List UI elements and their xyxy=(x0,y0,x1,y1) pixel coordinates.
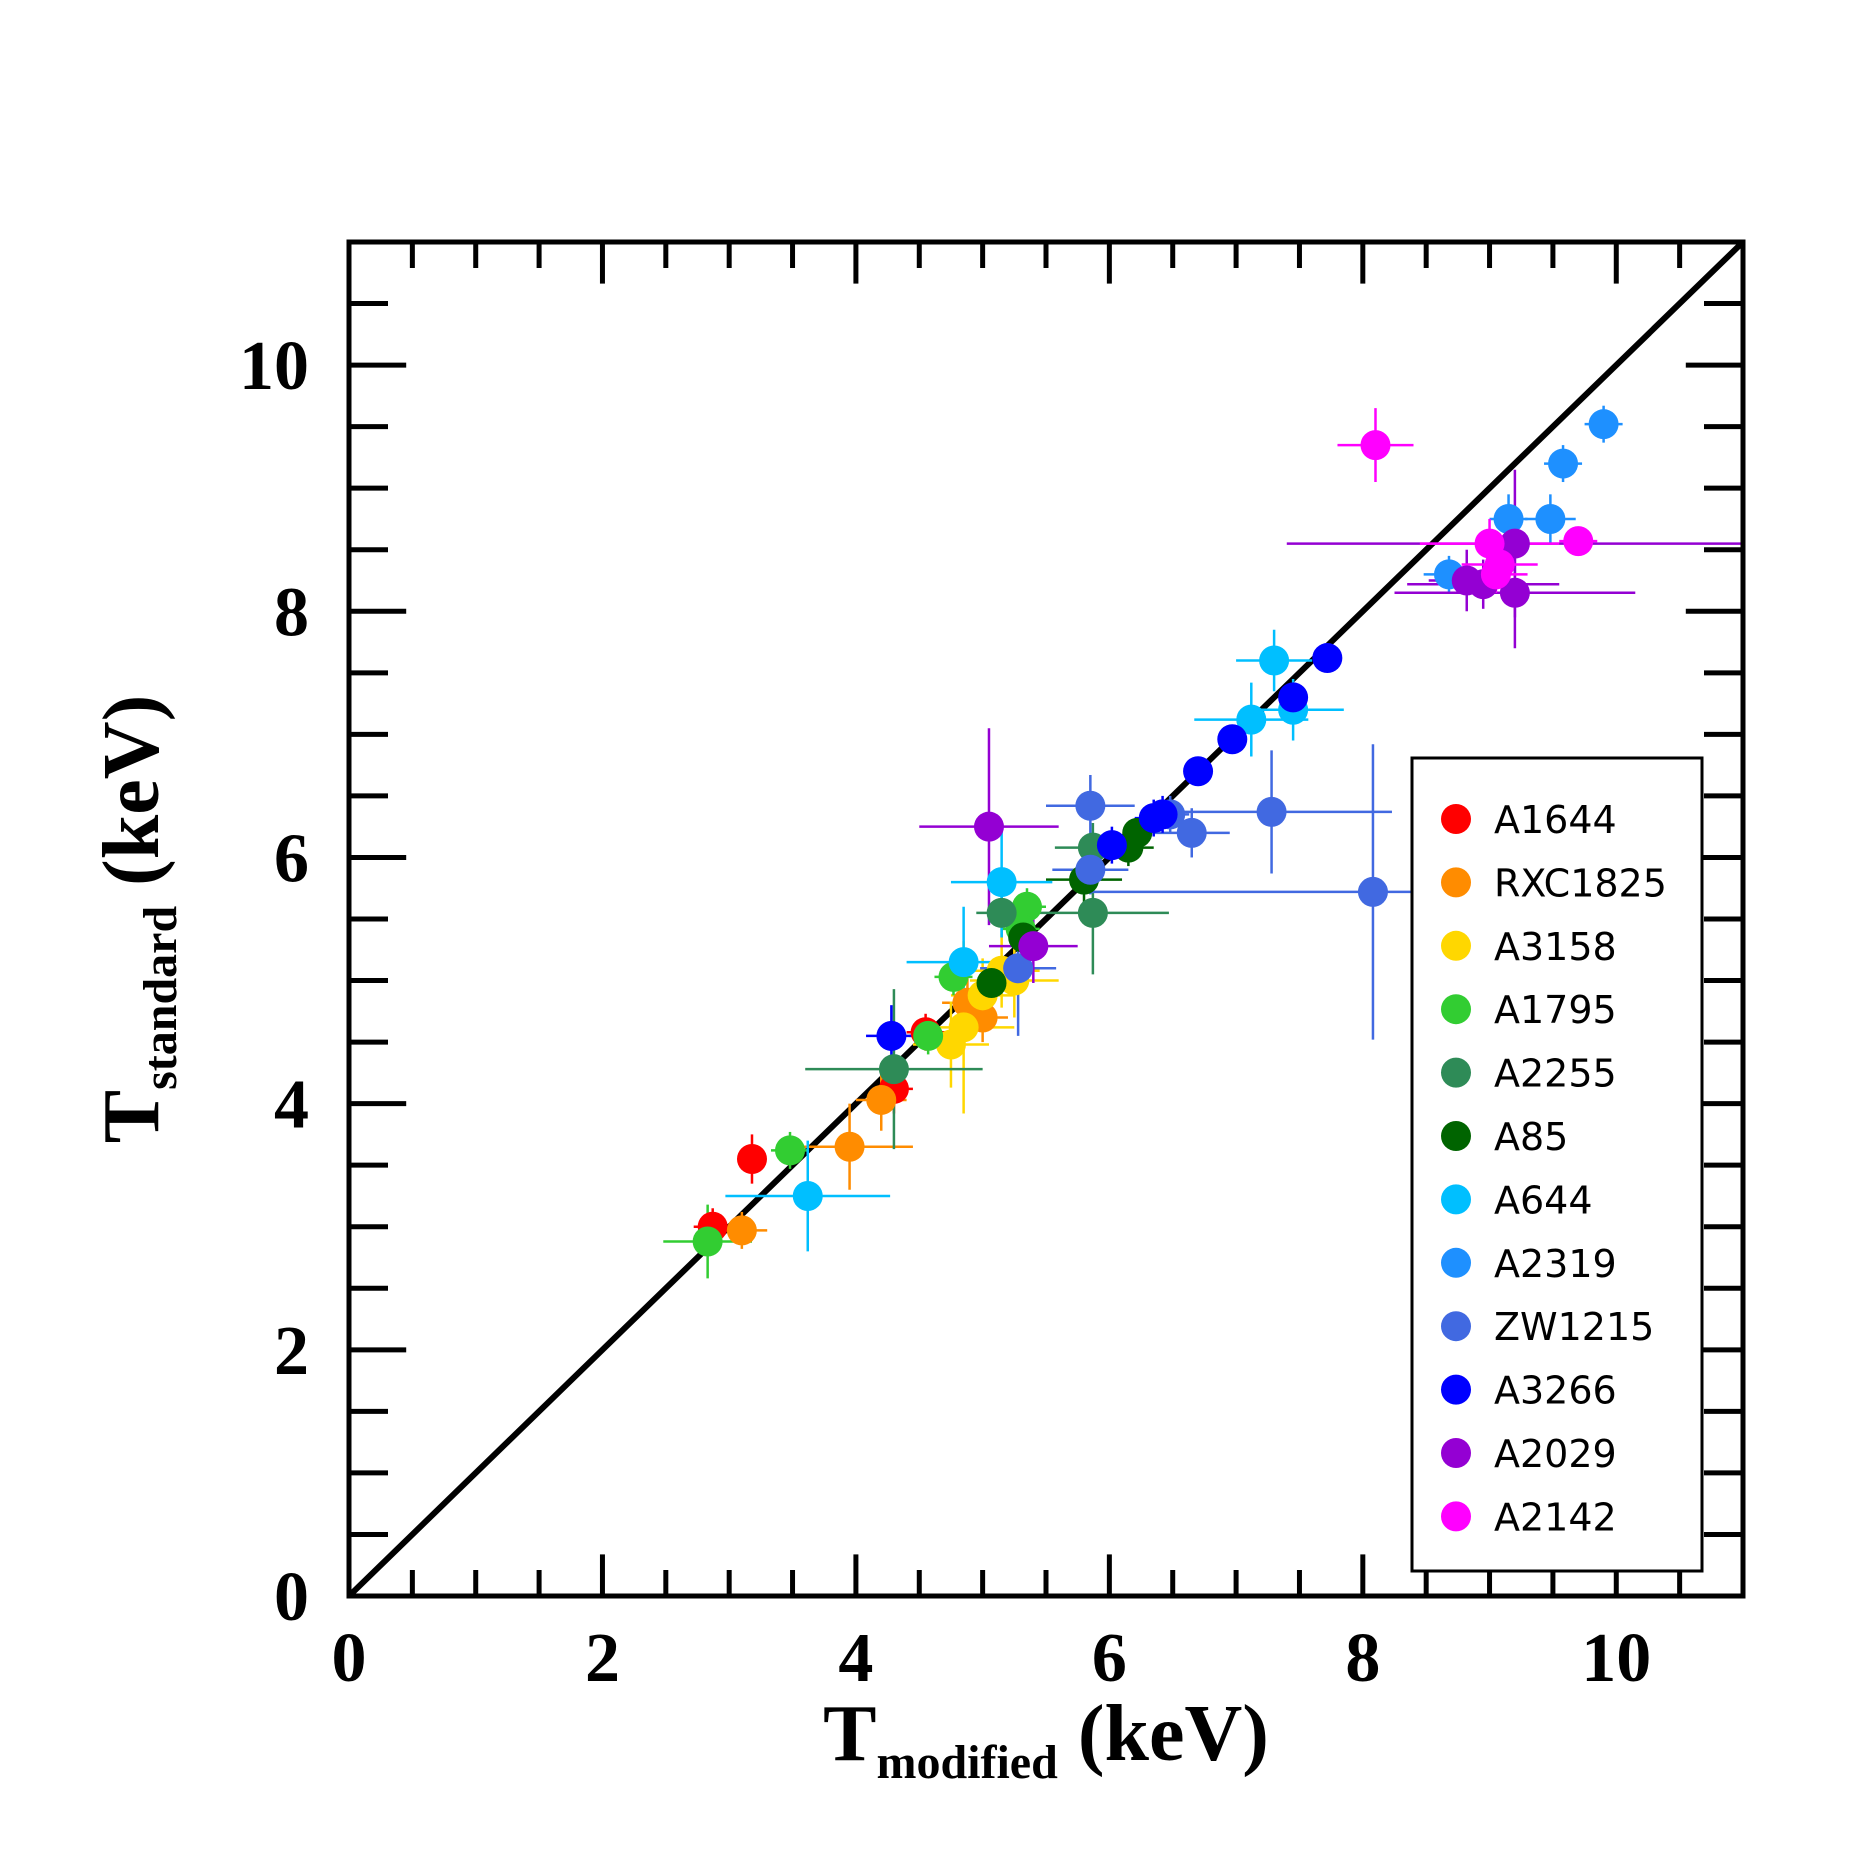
point-a3266 xyxy=(1183,756,1214,787)
y-tick-label: 2 xyxy=(274,1313,309,1390)
point-a644 xyxy=(1259,645,1290,676)
y-tick-label: 0 xyxy=(274,1559,309,1636)
legend-marker-zw1215 xyxy=(1441,1311,1471,1342)
x-tick-label: 8 xyxy=(1345,1620,1380,1697)
legend-label-a85: A85 xyxy=(1494,1115,1568,1159)
legend-label-a3266: A3266 xyxy=(1494,1369,1617,1413)
x-tick-label: 0 xyxy=(332,1620,367,1697)
point-a2029 xyxy=(1499,528,1530,559)
legend-marker-a3266 xyxy=(1441,1374,1471,1405)
point-zw1215 xyxy=(1075,854,1106,885)
point-a3266 xyxy=(1312,643,1343,674)
point-a3266 xyxy=(876,1020,907,1051)
point-a2029 xyxy=(973,811,1004,842)
reference-line-y-equals-x xyxy=(349,242,1743,1596)
point-a2029 xyxy=(1499,577,1530,608)
point-a3266 xyxy=(1147,799,1178,830)
point-zw1215 xyxy=(1256,796,1287,827)
legend-label-a2029: A2029 xyxy=(1494,1432,1617,1476)
legend-marker-rxc1825 xyxy=(1441,867,1471,898)
point-a2255 xyxy=(878,1054,909,1085)
point-a2319 xyxy=(1493,503,1524,534)
point-a3266 xyxy=(1217,724,1248,755)
legend: A1644 RXC1825 A3158 A1795 A2255 A85 A644 A2319 Z… xyxy=(1410,756,1704,1573)
legend-marker-a2029 xyxy=(1441,1438,1471,1468)
legend-marker-a2255 xyxy=(1441,1057,1471,1088)
point-a2142 xyxy=(1480,559,1511,590)
y-tick-label: 10 xyxy=(239,328,309,405)
legend-marker-a2319 xyxy=(1441,1247,1471,1278)
point-a1795 xyxy=(692,1226,723,1257)
point-rxc1825 xyxy=(834,1131,865,1162)
y-tick-label: 8 xyxy=(274,574,309,651)
legend-label-a2319: A2319 xyxy=(1494,1242,1617,1286)
x-tick-label: 10 xyxy=(1581,1620,1651,1697)
legend-marker-a3158 xyxy=(1441,930,1471,961)
x-tick-label: 2 xyxy=(585,1620,620,1697)
point-a85 xyxy=(976,968,1007,999)
point-a2255 xyxy=(1077,897,1108,928)
y-axis-title: Tstandard (keV) xyxy=(88,695,187,1143)
y-tick-label: 6 xyxy=(274,820,309,897)
point-zw1215 xyxy=(1003,953,1034,984)
legend-marker-a85 xyxy=(1441,1121,1471,1151)
legend-marker-a644 xyxy=(1441,1184,1471,1215)
x-tick-label: 6 xyxy=(1092,1620,1127,1697)
legend-marker-a1644 xyxy=(1441,804,1471,834)
point-rxc1825 xyxy=(866,1084,897,1115)
point-a3158 xyxy=(948,1012,979,1043)
legend-label-a1644: A1644 xyxy=(1494,798,1617,842)
point-a2142 xyxy=(1563,526,1594,557)
legend-label-a3158: A3158 xyxy=(1494,925,1617,969)
point-a644 xyxy=(948,947,979,978)
point-a3266 xyxy=(1096,830,1127,861)
plot-area xyxy=(349,242,1743,1596)
point-a2029 xyxy=(1018,931,1049,962)
x-axis-title: Tmodified (keV) xyxy=(823,1690,1269,1789)
y-tick-label: 4 xyxy=(274,1067,309,1144)
point-a1795 xyxy=(913,1020,944,1051)
point-a1644 xyxy=(736,1144,767,1175)
point-a2255 xyxy=(986,897,1017,928)
point-a2142 xyxy=(1360,430,1391,461)
data-points xyxy=(692,409,1619,1257)
point-a644 xyxy=(1236,704,1267,735)
legend-items: A1644 RXC1825 A3158 A1795 A2255 A85 A644 A2319 Z… xyxy=(1441,798,1667,1539)
point-zw1215 xyxy=(1075,790,1106,821)
point-a644 xyxy=(986,867,1017,898)
legend-label-a2142: A2142 xyxy=(1494,1495,1617,1539)
legend-marker-a2142 xyxy=(1441,1501,1471,1532)
point-a644 xyxy=(792,1180,823,1211)
axis-tick-labels: 0 2 4 6 8 10 0 2 4 6 8 10 xyxy=(239,328,1651,1697)
plot-frame xyxy=(346,239,1746,1599)
legend-label-a2255: A2255 xyxy=(1494,1052,1617,1096)
legend-label-zw1215: ZW1215 xyxy=(1494,1305,1654,1349)
point-a2319 xyxy=(1548,448,1579,479)
point-a3266 xyxy=(1278,682,1309,713)
point-a2319 xyxy=(1535,503,1566,534)
point-zw1215 xyxy=(1176,817,1207,848)
legend-label-rxc1825: RXC1825 xyxy=(1494,861,1667,905)
x-tick-label: 4 xyxy=(838,1620,873,1697)
point-zw1215 xyxy=(1357,876,1388,907)
point-rxc1825 xyxy=(726,1215,757,1246)
legend-label-a644: A644 xyxy=(1494,1178,1593,1222)
point-a2319 xyxy=(1588,409,1619,440)
legend-marker-a1795 xyxy=(1441,994,1471,1025)
point-a1795 xyxy=(775,1135,806,1166)
legend-label-a1795: A1795 xyxy=(1494,988,1617,1032)
